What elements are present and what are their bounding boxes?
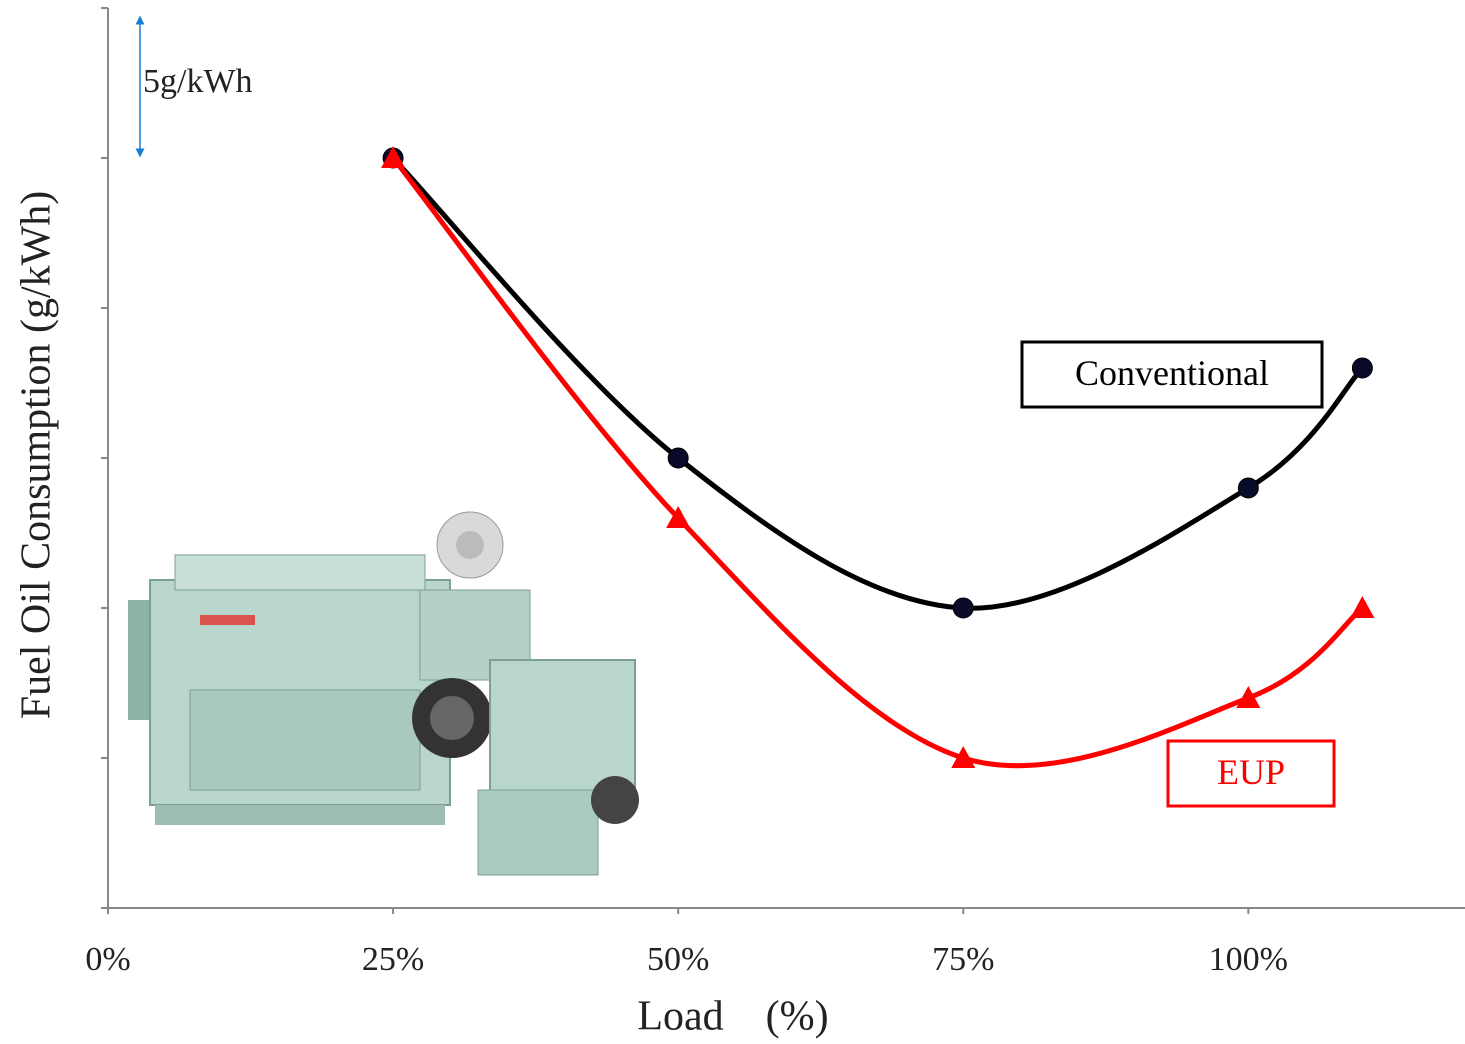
engine-illustration xyxy=(128,512,639,875)
point xyxy=(953,598,973,618)
point xyxy=(1352,358,1372,378)
x-tick-label: 75% xyxy=(932,941,994,978)
point xyxy=(668,448,688,468)
x-tick-label: 25% xyxy=(362,941,424,978)
chart: 5g/kWh Load (%) Fuel Oil Consumption (g/… xyxy=(0,0,1465,1044)
point xyxy=(1350,596,1374,618)
point xyxy=(1238,478,1258,498)
legend-label: EUP xyxy=(1217,752,1285,792)
x-tick-label: 0% xyxy=(85,941,130,978)
y-axis-title: Fuel Oil Consumption (g/kWh) xyxy=(14,191,60,720)
page: {"chart_data": {"type": "line", "x_label… xyxy=(0,0,1465,1044)
x-axis-title: Load (%) xyxy=(637,994,828,1040)
x-tick-label: 100% xyxy=(1209,941,1288,978)
legend-label: Conventional xyxy=(1075,353,1269,393)
x-tick-label: 50% xyxy=(647,941,709,978)
scale-annotation: 5g/kWh xyxy=(143,63,253,100)
